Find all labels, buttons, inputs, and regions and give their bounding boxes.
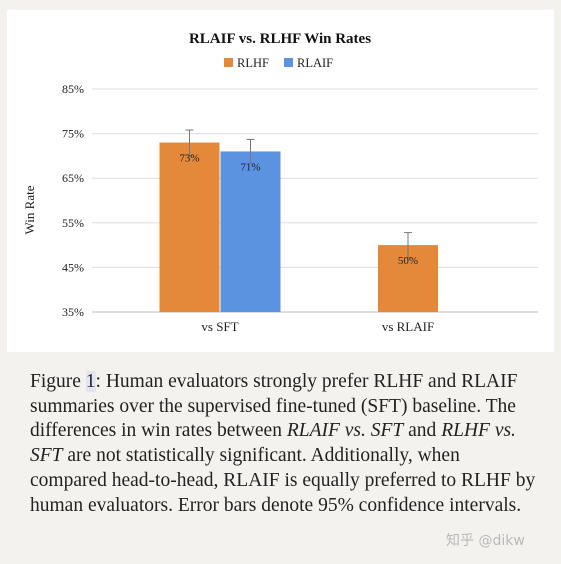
caption-emphasis-rlhf-vs-sft: RLHF vs. SFT [30,420,516,467]
data-label-rlhf-vs-sft: 73% [179,153,199,165]
y-tick-label-85: 85% [62,82,84,96]
x-category-label-vs-sft: vs SFT [201,319,238,334]
caption-text-part2: and [403,420,442,442]
legend-label-rlaif: RLAIF [297,56,333,70]
y-tick-label-75: 75% [62,127,84,141]
legend-swatch-rlaif [284,58,293,67]
y-tick-label-45: 45% [62,260,84,274]
legend-label-rlhf: RLHF [237,56,269,70]
caption-figure-label: Figure [30,371,86,392]
caption-text-part1: : Human evaluators strongly prefer RLHF … [30,371,518,442]
caption-emphasis-rlaif-vs-sft: RLAIF vs. SFT [286,420,404,442]
figure-number-link[interactable]: 1 [85,371,96,392]
chart: RLAIF vs. RLHF Win Rates RLHF RLAIF 35% 45% 5… [7,10,554,352]
watermark: 知乎 @dikw [446,533,525,549]
y-tick-label-55: 55% [62,216,84,230]
chart-title: RLAIF vs. RLHF Win Rates [189,31,371,47]
x-category-label-vs-rlaif: vs RLAIF [382,319,434,334]
legend-swatch-rlhf [224,58,233,67]
caption-text-part3: are not statistically significant. Addit… [30,445,536,516]
y-tick-label-35: 35% [62,305,84,319]
y-tick-label-65: 65% [62,171,84,185]
data-label-rlhf-vs-rlaif: 50% [398,255,418,267]
figure-caption: Figure 1: Human evaluators strongly pref… [30,370,540,518]
bar-rlaif-vs-sft [220,151,281,312]
data-label-rlaif-vs-sft: 71% [240,161,260,173]
bar-rlhf-vs-sft [159,142,220,312]
y-axis-label: Win Rate [22,185,37,234]
